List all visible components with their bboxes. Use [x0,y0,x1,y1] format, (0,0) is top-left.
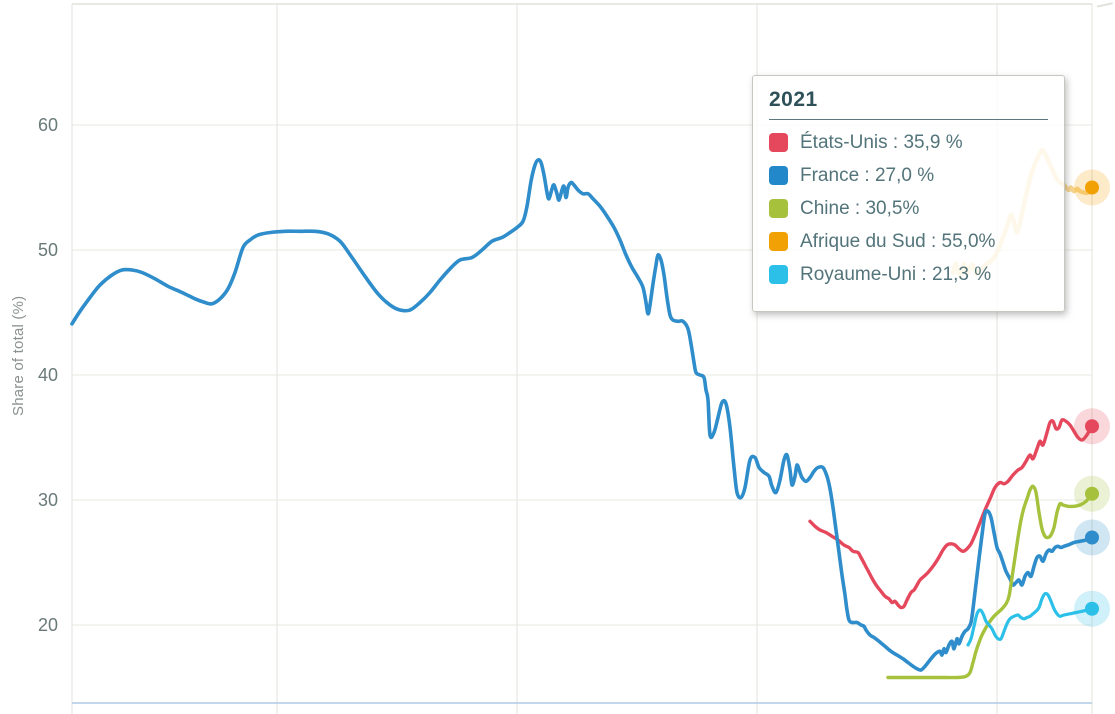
y-tick-label-30: 30 [37,490,58,510]
legend-label-chine: Chine : 30,5% [800,197,920,219]
tooltip-row-etats-unis: États-Unis : 35,9 % [769,126,1048,159]
end-marker-dot-Royaume-Uni [1085,601,1099,616]
chart-tooltip: 2021 États-Unis : 35,9 % France : 27,0 %… [752,75,1065,312]
y-tick-label-50: 50 [37,240,58,260]
legend-swatch-france [769,166,788,185]
y-tick-label-60: 60 [37,115,58,135]
tooltip-row-royaume-uni: Royaume-Uni : 21,3 % [769,258,1048,291]
end-marker-dot-Afrique du Sud [1085,180,1099,195]
legend-label-afrique-du-sud: Afrique du Sud : 55,0% [800,230,996,252]
legend-label-france: France : 27,0 % [800,164,935,186]
end-marker-dot-France [1085,530,1099,545]
tooltip-divider [769,119,1048,120]
tooltip-row-afrique-du-sud: Afrique du Sud : 55,0% [769,225,1048,258]
legend-swatch-royaume-uni [769,265,788,284]
series-line-États-Unis [808,417,1094,610]
tooltip-row-france: France : 27,0 % [769,159,1048,192]
legend-swatch-chine [769,199,788,218]
series-line-France [70,158,1094,672]
series-line-Chine [886,484,1094,680]
legend-label-etats-unis: États-Unis : 35,9 % [800,131,963,153]
legend-swatch-etats-unis [769,133,788,152]
end-marker-dot-Chine [1085,486,1099,501]
legend-swatch-afrique-du-sud [769,232,788,251]
y-axis-title: Share of total (%) [10,295,27,416]
series-line-Royaume-Uni [966,591,1094,647]
legend-label-royaume-uni: Royaume-Uni : 21,3 % [800,263,992,285]
y-tick-label-20: 20 [37,615,58,635]
tooltip-title: 2021 [769,88,818,111]
end-marker-dot-États-Unis [1085,419,1099,434]
y-tick-label-40: 40 [37,365,58,385]
tooltip-row-chine: Chine : 30,5% [769,192,1048,225]
